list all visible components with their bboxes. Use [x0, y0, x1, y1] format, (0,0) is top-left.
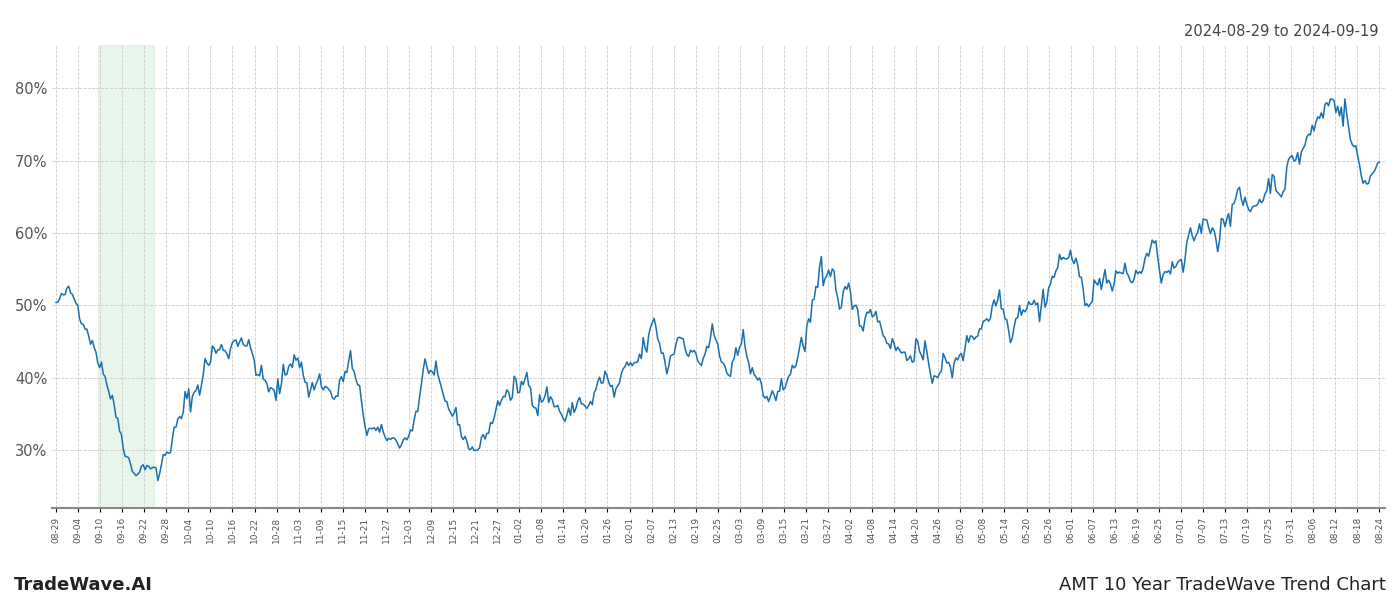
- Text: AMT 10 Year TradeWave Trend Chart: AMT 10 Year TradeWave Trend Chart: [1060, 576, 1386, 594]
- Text: 2024-08-29 to 2024-09-19: 2024-08-29 to 2024-09-19: [1184, 24, 1379, 39]
- Text: TradeWave.AI: TradeWave.AI: [14, 576, 153, 594]
- Bar: [98, 45, 154, 508]
